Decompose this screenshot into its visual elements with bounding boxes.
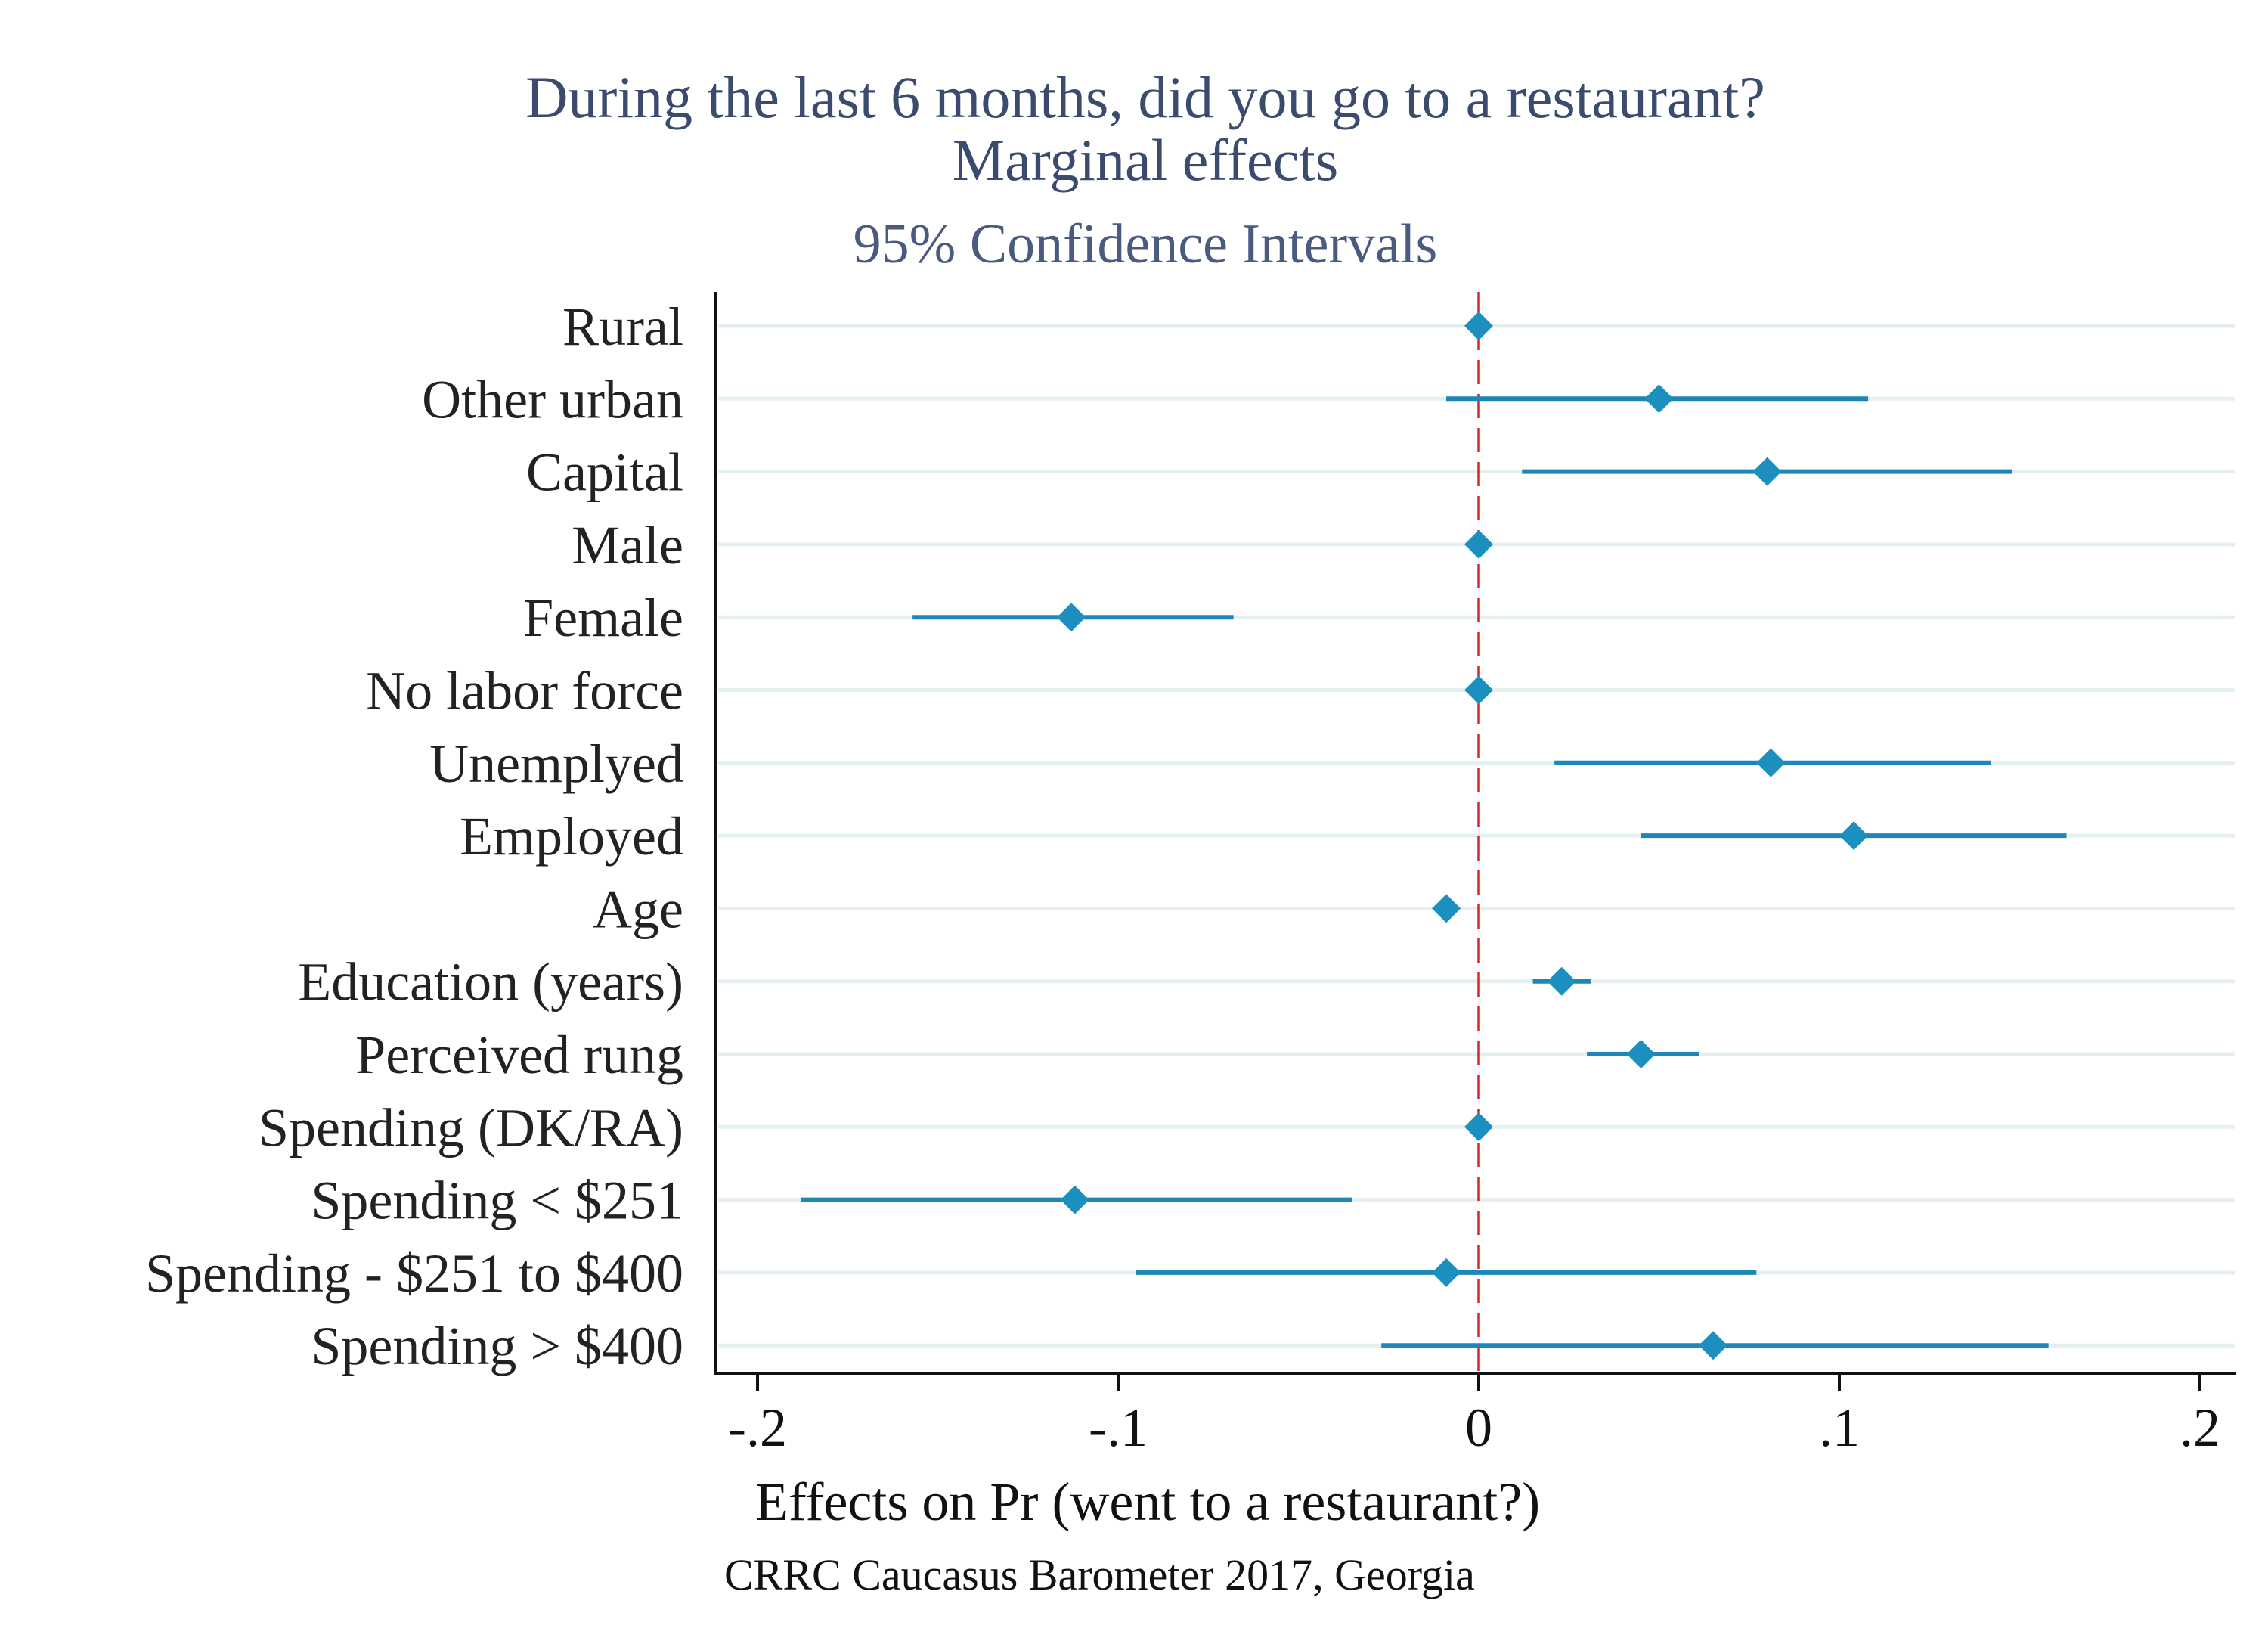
category-labels: Rural Other urban Capital Male Female No labo…	[145, 296, 683, 1376]
estimate-marker	[1644, 384, 1674, 414]
estimate-marker	[1464, 1112, 1493, 1142]
source-note: CRRC Caucasus Barometer 2017, Georgia	[724, 1550, 1475, 1599]
category-label: Employed	[460, 806, 683, 867]
category-label: Other urban	[422, 369, 683, 430]
category-label: Rural	[562, 296, 683, 357]
estimate-marker	[1432, 1258, 1461, 1287]
estimate-marker	[1464, 529, 1493, 559]
chart-title: During the last 6 months, did you go to …	[525, 64, 1765, 130]
point-estimates	[1056, 312, 1869, 1360]
estimate-marker	[1699, 1331, 1728, 1360]
chart-subtitle: 95% Confidence Intervals	[854, 213, 1438, 275]
x-tick-label: 0	[1465, 1397, 1492, 1458]
category-label: Spending (DK/RA)	[259, 1097, 683, 1158]
x-tick-label: -.2	[728, 1397, 787, 1458]
axes	[714, 292, 2236, 1375]
chart-title-line2: Marginal effects	[953, 127, 1338, 193]
estimate-marker	[1432, 894, 1461, 923]
estimate-marker	[1056, 603, 1086, 632]
estimate-marker	[1752, 457, 1782, 486]
x-tick-label: -.1	[1089, 1397, 1148, 1458]
category-label: Education (years)	[298, 952, 683, 1013]
estimate-marker	[1060, 1185, 1089, 1214]
category-label: Age	[593, 879, 683, 939]
category-label: Spending - $251 to $400	[145, 1243, 683, 1304]
category-label: Unemplyed	[429, 734, 683, 794]
estimate-marker	[1464, 675, 1493, 705]
category-label: Perceived rung	[355, 1025, 683, 1085]
category-label: Capital	[526, 442, 683, 503]
estimate-marker	[1756, 748, 1786, 777]
x-tick-label: .1	[1819, 1397, 1860, 1458]
category-label: Female	[523, 588, 683, 648]
estimate-marker	[1839, 821, 1869, 851]
x-tick-label: .2	[2180, 1397, 2220, 1458]
category-label: Male	[572, 515, 683, 575]
estimate-marker	[1464, 312, 1493, 340]
category-label: No labor force	[366, 661, 683, 721]
x-ticks: -.2 -.1 0 .1 .2	[728, 1373, 2220, 1458]
estimate-marker	[1626, 1040, 1656, 1068]
category-label: Spending > $400	[311, 1316, 683, 1376]
category-label: Spending < $251	[311, 1171, 683, 1231]
x-axis-title: Effects on Pr (went to a restaurant?)	[755, 1472, 1540, 1532]
estimate-marker	[1547, 966, 1576, 996]
